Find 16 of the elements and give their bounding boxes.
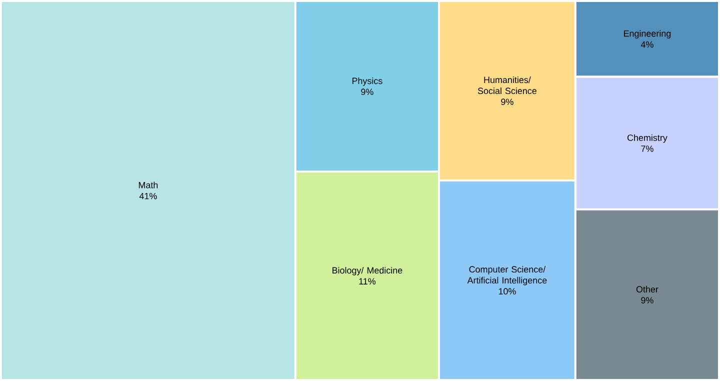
category-label: Math <box>138 182 158 188</box>
data-label: 4% <box>640 41 654 48</box>
category-label: Other <box>636 286 658 293</box>
category-label: Humanities/ Social Science <box>478 76 536 94</box>
category-label: Biology/ Medicine <box>332 266 402 276</box>
data-label: 9% <box>501 98 514 106</box>
data-label: 9% <box>641 297 654 304</box>
data-label: 9% <box>361 88 374 96</box>
category-label: Physics <box>352 78 382 86</box>
category-label: Engineering <box>624 30 671 39</box>
data-label: 10% <box>498 288 516 295</box>
data-label: 11% <box>359 278 376 285</box>
category-label: Computer Science/ Artificial Intelligence <box>467 266 547 286</box>
data-label: 41% <box>139 192 157 200</box>
category-label: Chemistry <box>627 134 668 143</box>
data-label: 7% <box>641 146 654 152</box>
